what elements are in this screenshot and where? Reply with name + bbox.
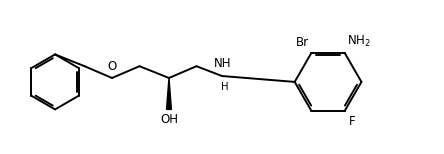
Text: F: F <box>349 115 355 128</box>
Text: OH: OH <box>160 113 178 126</box>
Text: O: O <box>107 60 117 73</box>
Text: NH: NH <box>214 57 232 70</box>
Text: NH$_2$: NH$_2$ <box>347 34 371 49</box>
Text: Br: Br <box>296 36 309 49</box>
Polygon shape <box>166 78 171 109</box>
Text: H: H <box>221 82 229 92</box>
